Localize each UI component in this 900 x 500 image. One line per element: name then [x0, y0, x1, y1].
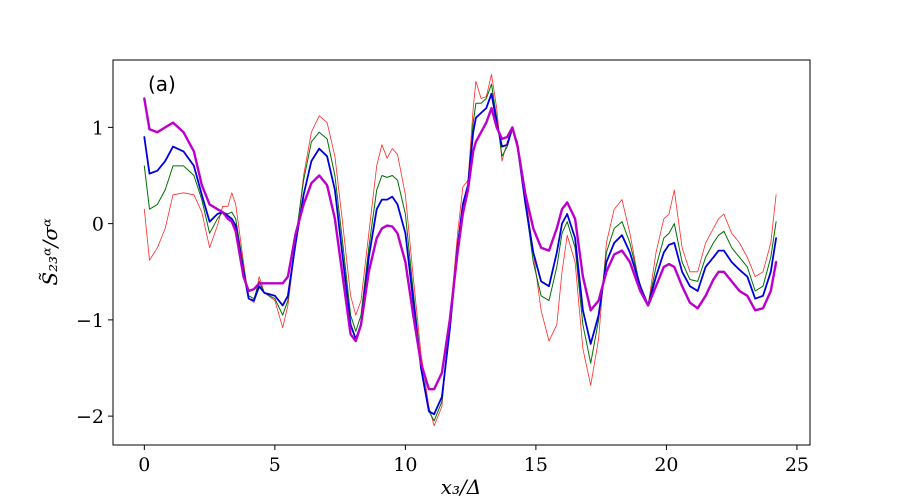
x-tick-label: 10 [393, 454, 417, 476]
y-tick-label: 0 [92, 214, 104, 236]
panel-label: (a) [148, 72, 176, 96]
x-tick-label: 25 [785, 454, 809, 476]
x-tick-label: 20 [654, 454, 678, 476]
series-line-3 [143, 92, 777, 416]
plot-frame [112, 59, 811, 446]
x-axis-label: x₃/Δ [441, 475, 481, 499]
x-tick-label: 5 [269, 454, 281, 476]
series-layer [143, 74, 778, 427]
y-tick-label: 1 [92, 117, 104, 139]
x-tick-label: 0 [138, 454, 150, 476]
y-tick-label: −2 [76, 406, 104, 428]
x-axis: 0 5 10 15 20 25 [138, 445, 809, 476]
y-tick-label: −1 [76, 310, 104, 332]
series-line-4 [143, 97, 778, 391]
y-axis: −2 −1 0 1 [76, 117, 113, 428]
x-tick-label: 15 [524, 454, 548, 476]
y-axis-label: S̃₂₃ᵅ/σᵅ [38, 218, 62, 286]
